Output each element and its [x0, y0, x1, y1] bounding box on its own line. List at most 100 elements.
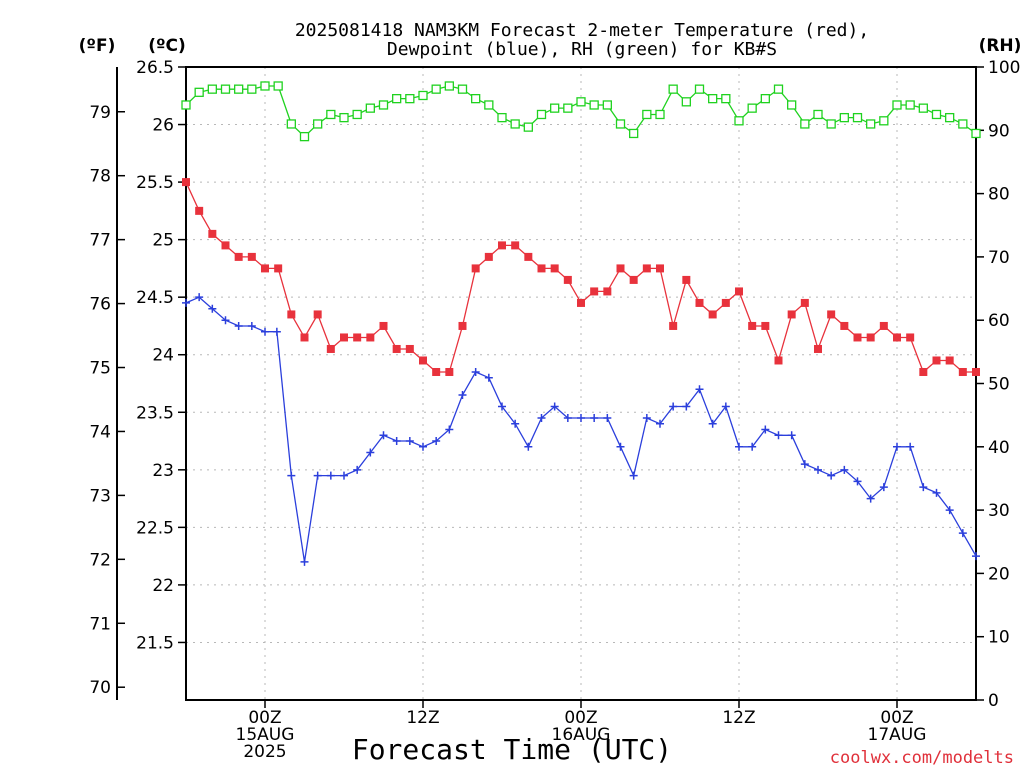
- dewpoint-point: [945, 506, 954, 515]
- temperature-point: [247, 252, 256, 261]
- temperature-point: [511, 241, 520, 250]
- celsius-tick-label: 24.5: [136, 288, 174, 308]
- temperature-point: [484, 252, 493, 261]
- dewpoint-point: [498, 402, 506, 411]
- temperature-point: [182, 178, 190, 187]
- rh-point: [247, 84, 257, 94]
- rh-point: [550, 103, 560, 113]
- rh-point: [734, 116, 744, 126]
- temperature-point: [471, 264, 480, 273]
- temperature-point: [695, 298, 704, 307]
- dewpoint-point: [272, 327, 281, 336]
- rh-point: [431, 84, 441, 94]
- dewpoint-point: [853, 477, 862, 486]
- rh-tick-label: 0: [988, 691, 999, 711]
- rh-point: [457, 84, 468, 94]
- rh-point: [497, 112, 507, 123]
- celsius-tick-label: 26: [152, 116, 174, 136]
- dewpoint-point: [340, 471, 348, 480]
- celsius-tick-label: 22: [152, 576, 174, 596]
- rh-point: [852, 112, 863, 123]
- temperature-point: [366, 333, 375, 342]
- dewpoint-point: [432, 437, 441, 446]
- rh-tick-label: 40: [988, 438, 1010, 458]
- rh-point: [234, 84, 244, 94]
- rh-point: [286, 119, 296, 129]
- dewpoint-point: [642, 414, 651, 423]
- dewpoint-point: [932, 488, 941, 497]
- dewpoint-point: [893, 442, 901, 451]
- dewpoint-point: [234, 321, 243, 330]
- rh-point: [405, 94, 415, 104]
- celsius-tick-label: 25.5: [136, 173, 174, 193]
- rh-point: [721, 94, 731, 104]
- x-tick-label: 15AUG: [236, 725, 295, 745]
- rh-point: [339, 112, 349, 123]
- dewpoint-point: [748, 442, 757, 451]
- rh-point: [273, 81, 283, 91]
- dewpoint-point: [629, 471, 638, 480]
- rh-point: [839, 112, 849, 123]
- temperature-point: [498, 241, 506, 250]
- rh-point: [708, 94, 718, 104]
- temperature-point: [708, 310, 717, 319]
- rh-point: [787, 100, 797, 110]
- rh-point: [563, 103, 573, 113]
- fahrenheit-unit-label: (ºF): [79, 36, 116, 56]
- series-layer: [181, 81, 981, 566]
- rh-point: [392, 94, 402, 104]
- celsius-unit-label: (ºC): [148, 36, 186, 56]
- dewpoint-point: [721, 402, 730, 411]
- x-tick-label: 2025: [243, 742, 286, 762]
- rh-point: [536, 109, 547, 120]
- fahrenheit-tick-label: 71: [89, 614, 111, 634]
- dewpoint-point: [958, 529, 967, 538]
- temperature-point: [827, 310, 836, 319]
- dewpoint-point: [484, 373, 493, 382]
- fahrenheit-tick-label: 72: [89, 550, 111, 570]
- celsius-tick-label: 24: [152, 346, 174, 366]
- rh-point: [813, 109, 823, 120]
- rh-point: [826, 119, 836, 129]
- temperature-point: [656, 264, 664, 273]
- celsius-tick-label: 21.5: [136, 633, 174, 653]
- celsius-tick-label: 26.5: [136, 58, 174, 78]
- rh-point: [484, 100, 494, 110]
- dewpoint-point: [906, 442, 915, 451]
- temperature-point: [669, 321, 678, 330]
- rh-point: [378, 100, 389, 110]
- rh-point: [523, 122, 533, 132]
- dewpoint-point: [353, 465, 362, 474]
- dewpoint-point: [774, 431, 783, 440]
- chart-title-line2: Dewpoint (blue), RH (green) for KB#S: [387, 39, 777, 60]
- temperature-point: [774, 356, 783, 365]
- temperature-point: [629, 275, 638, 284]
- temperature-point: [814, 344, 822, 353]
- fahrenheit-tick-label: 76: [89, 295, 111, 315]
- credit-text: coolwx.com/modelts: [830, 748, 1014, 768]
- dewpoint-point: [827, 471, 836, 480]
- temperature-point: [642, 264, 651, 273]
- temperature-point: [577, 298, 585, 307]
- temperature-point: [721, 298, 730, 307]
- temperature-point: [353, 333, 362, 342]
- x-tick-label: 17AUG: [868, 725, 927, 745]
- dewpoint-point: [761, 425, 770, 434]
- rh-point: [747, 103, 757, 113]
- fahrenheit-tick-label: 73: [89, 486, 111, 506]
- temperature-point: [419, 356, 427, 365]
- temperature-point: [405, 344, 414, 353]
- temperature-point: [866, 333, 875, 342]
- celsius-tick-label: 25: [152, 231, 174, 251]
- temperature-point: [261, 264, 269, 273]
- rh-point: [365, 103, 375, 113]
- rh-point: [773, 84, 784, 94]
- temperature-point: [392, 344, 401, 353]
- rh-tick-label: 100: [988, 58, 1020, 78]
- rh-point: [958, 119, 968, 129]
- temperature-point: [972, 367, 980, 376]
- dewpoint-point: [616, 442, 625, 451]
- dewpoint-point: [208, 304, 217, 313]
- temperature-point: [840, 321, 849, 330]
